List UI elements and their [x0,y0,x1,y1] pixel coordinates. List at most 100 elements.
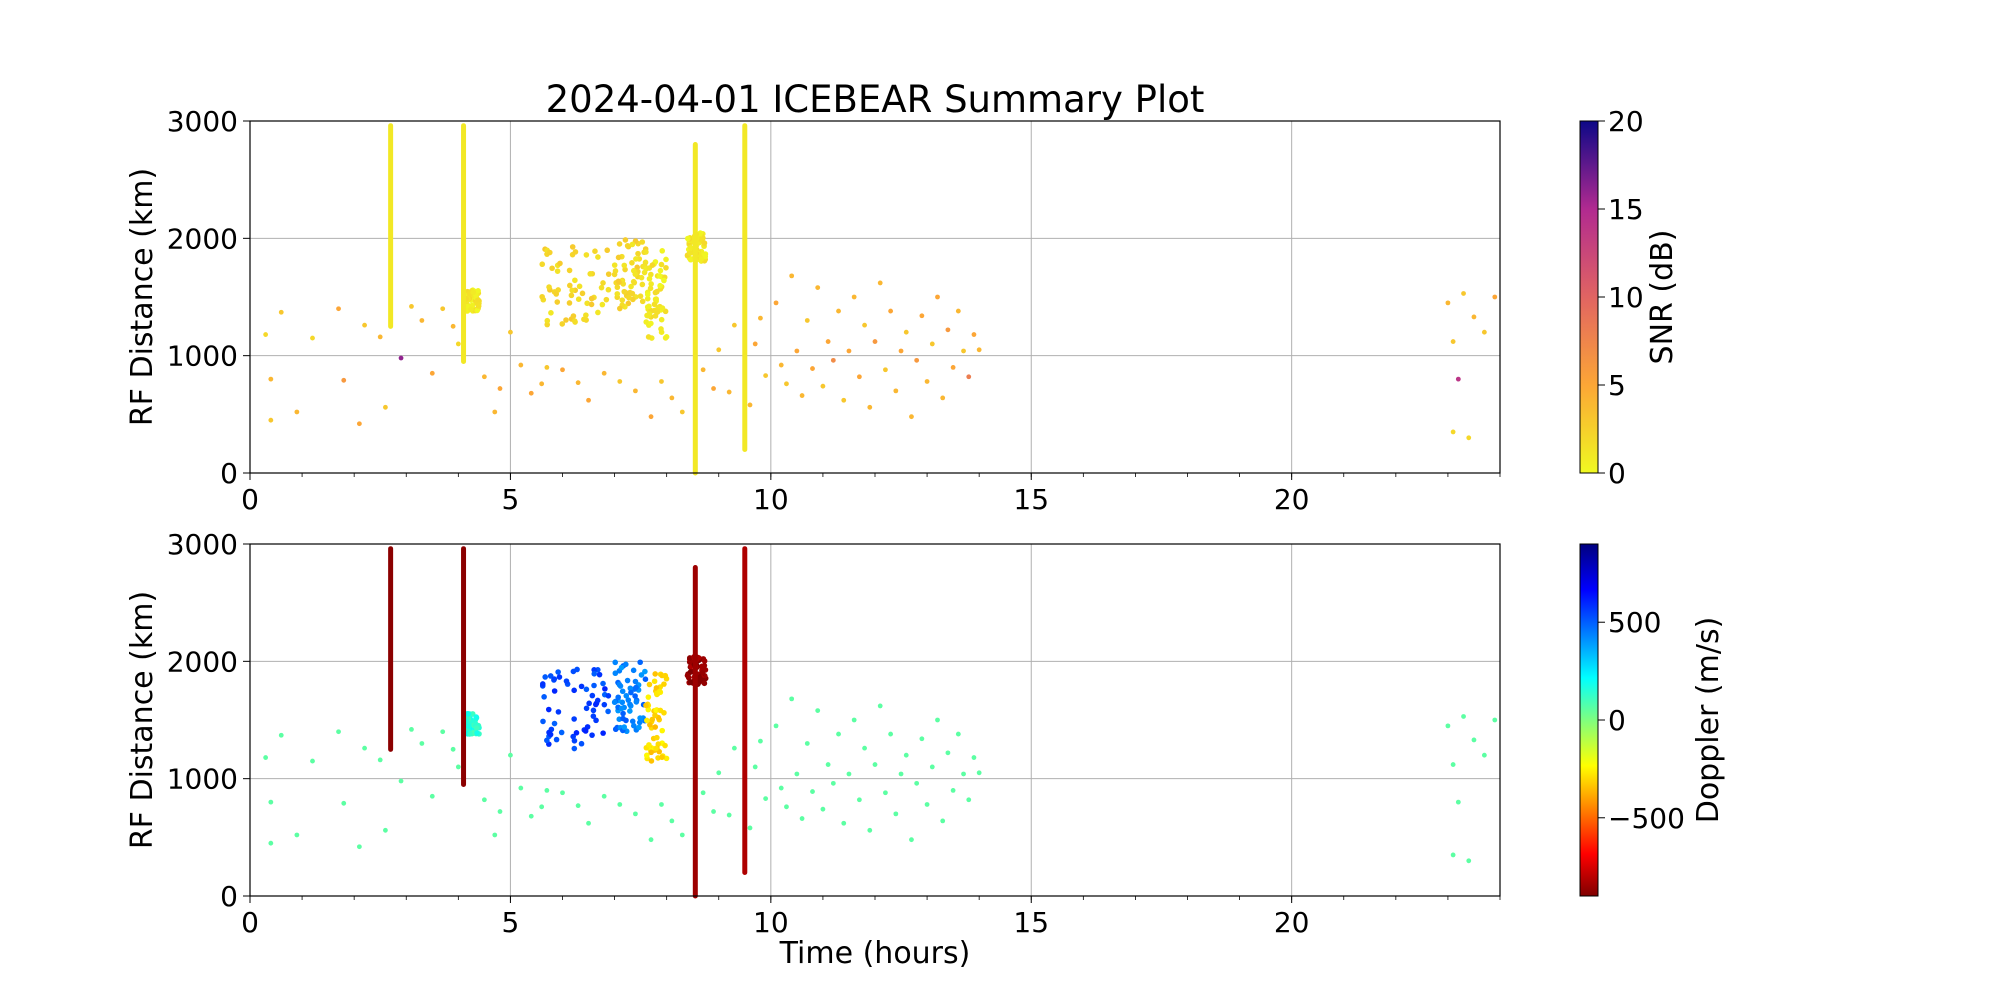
snr-axes-frame [249,120,1501,474]
snr-cluster-point [647,285,654,292]
snr-cluster-point [546,284,552,290]
doppler-cluster-point [649,716,656,723]
snr-cluster-point [632,271,639,277]
snr-point [341,377,347,383]
doppler-point [799,816,805,821]
snr-cluster-point [554,299,561,305]
snr-cluster-point [563,317,569,323]
snr-point [731,322,737,328]
snr-cluster-point [626,294,632,301]
snr-y-label: RF Distance (km) [125,168,160,426]
snr-cluster-point [662,335,669,341]
doppler-point [778,785,784,791]
doppler-cluster-point [652,712,658,719]
doppler-point [825,762,831,767]
snr-point [758,315,763,321]
snr-point [575,380,581,386]
doppler-point [586,820,591,826]
snr-point [455,341,461,347]
doppler-point [914,780,920,786]
snr-cluster-point [622,266,628,273]
snr-cluster-point [646,311,653,317]
doppler-cluster-point [578,740,585,747]
snr-cluster-point [468,306,474,313]
doppler-point [669,818,675,824]
snr-cluster-point [559,321,566,327]
snr-cluster-point [629,290,636,297]
snr-point [794,348,800,354]
doppler-cluster-point [623,692,630,699]
doppler-x-ticks: 0 5 10 15 20 [241,896,1501,939]
doppler-cluster-point [638,672,645,678]
doppler-point [820,806,826,812]
doppler-point [961,771,966,777]
doppler-cluster-point [645,706,652,713]
snr-cluster-point [616,279,622,285]
snr-cluster-point [659,305,666,311]
doppler-point [633,811,638,817]
doppler-cluster-point [465,711,472,717]
snr-point [789,273,795,279]
snr-point [679,409,685,415]
doppler-cluster-point [612,659,619,666]
snr-point [586,397,591,403]
doppler-cluster-point [466,723,472,729]
doppler-cluster-point [684,672,691,679]
doppler-x-tick-label: 0 [241,906,259,939]
doppler-point [1471,737,1477,743]
doppler-point [497,809,503,814]
doppler-cluster-point [612,670,619,677]
snr-point [804,318,810,323]
doppler-point [263,755,269,760]
snr-cluster-point [646,275,653,282]
snr-cluster-point [569,287,575,294]
snr-cluster-point [687,250,693,256]
snr-point [377,334,383,340]
doppler-point [544,788,550,793]
snr-cluster-point [624,242,631,249]
snr-cluster-point [571,318,578,324]
doppler-axes-frame [249,543,1501,897]
snr-cluster-point [611,271,618,278]
snr-point [633,388,638,394]
snr-point [815,285,821,291]
doppler-cluster-point [601,701,608,708]
snr-point [976,347,982,353]
snr-cluster-point [633,256,639,262]
doppler-point [700,790,706,796]
snr-cluster-point [615,254,622,261]
doppler-point [883,790,888,796]
snr-point [924,379,930,384]
doppler-point [450,746,456,752]
snr-point [528,390,534,396]
snr-point [830,357,836,363]
snr-point [1466,435,1472,441]
doppler-point [1445,723,1451,729]
snr-point [799,393,805,398]
snr-cluster-point [570,313,577,319]
snr-y-tick-label: 0 [220,457,238,490]
doppler-point [784,804,789,810]
snr-cluster-point [619,297,626,303]
snr-cluster-point [663,256,669,263]
doppler-cluster-point [571,716,577,722]
snr-cluster-point [581,316,587,323]
doppler-point [481,797,487,803]
snr-cluster-point [639,281,646,288]
doppler-cluster-point [633,684,639,691]
snr-point [481,374,487,380]
snr-point [409,303,414,309]
doppler-point [830,780,836,786]
snr-point [909,414,914,420]
doppler-cluster-point [627,701,633,708]
snr-point [752,341,758,347]
doppler-cluster-point [632,678,639,685]
snr-point [669,395,675,401]
snr-point [278,309,284,315]
snr-point [617,379,623,384]
doppler-point [508,752,513,758]
snr-cluster-point [566,267,573,274]
doppler-point [867,827,873,833]
